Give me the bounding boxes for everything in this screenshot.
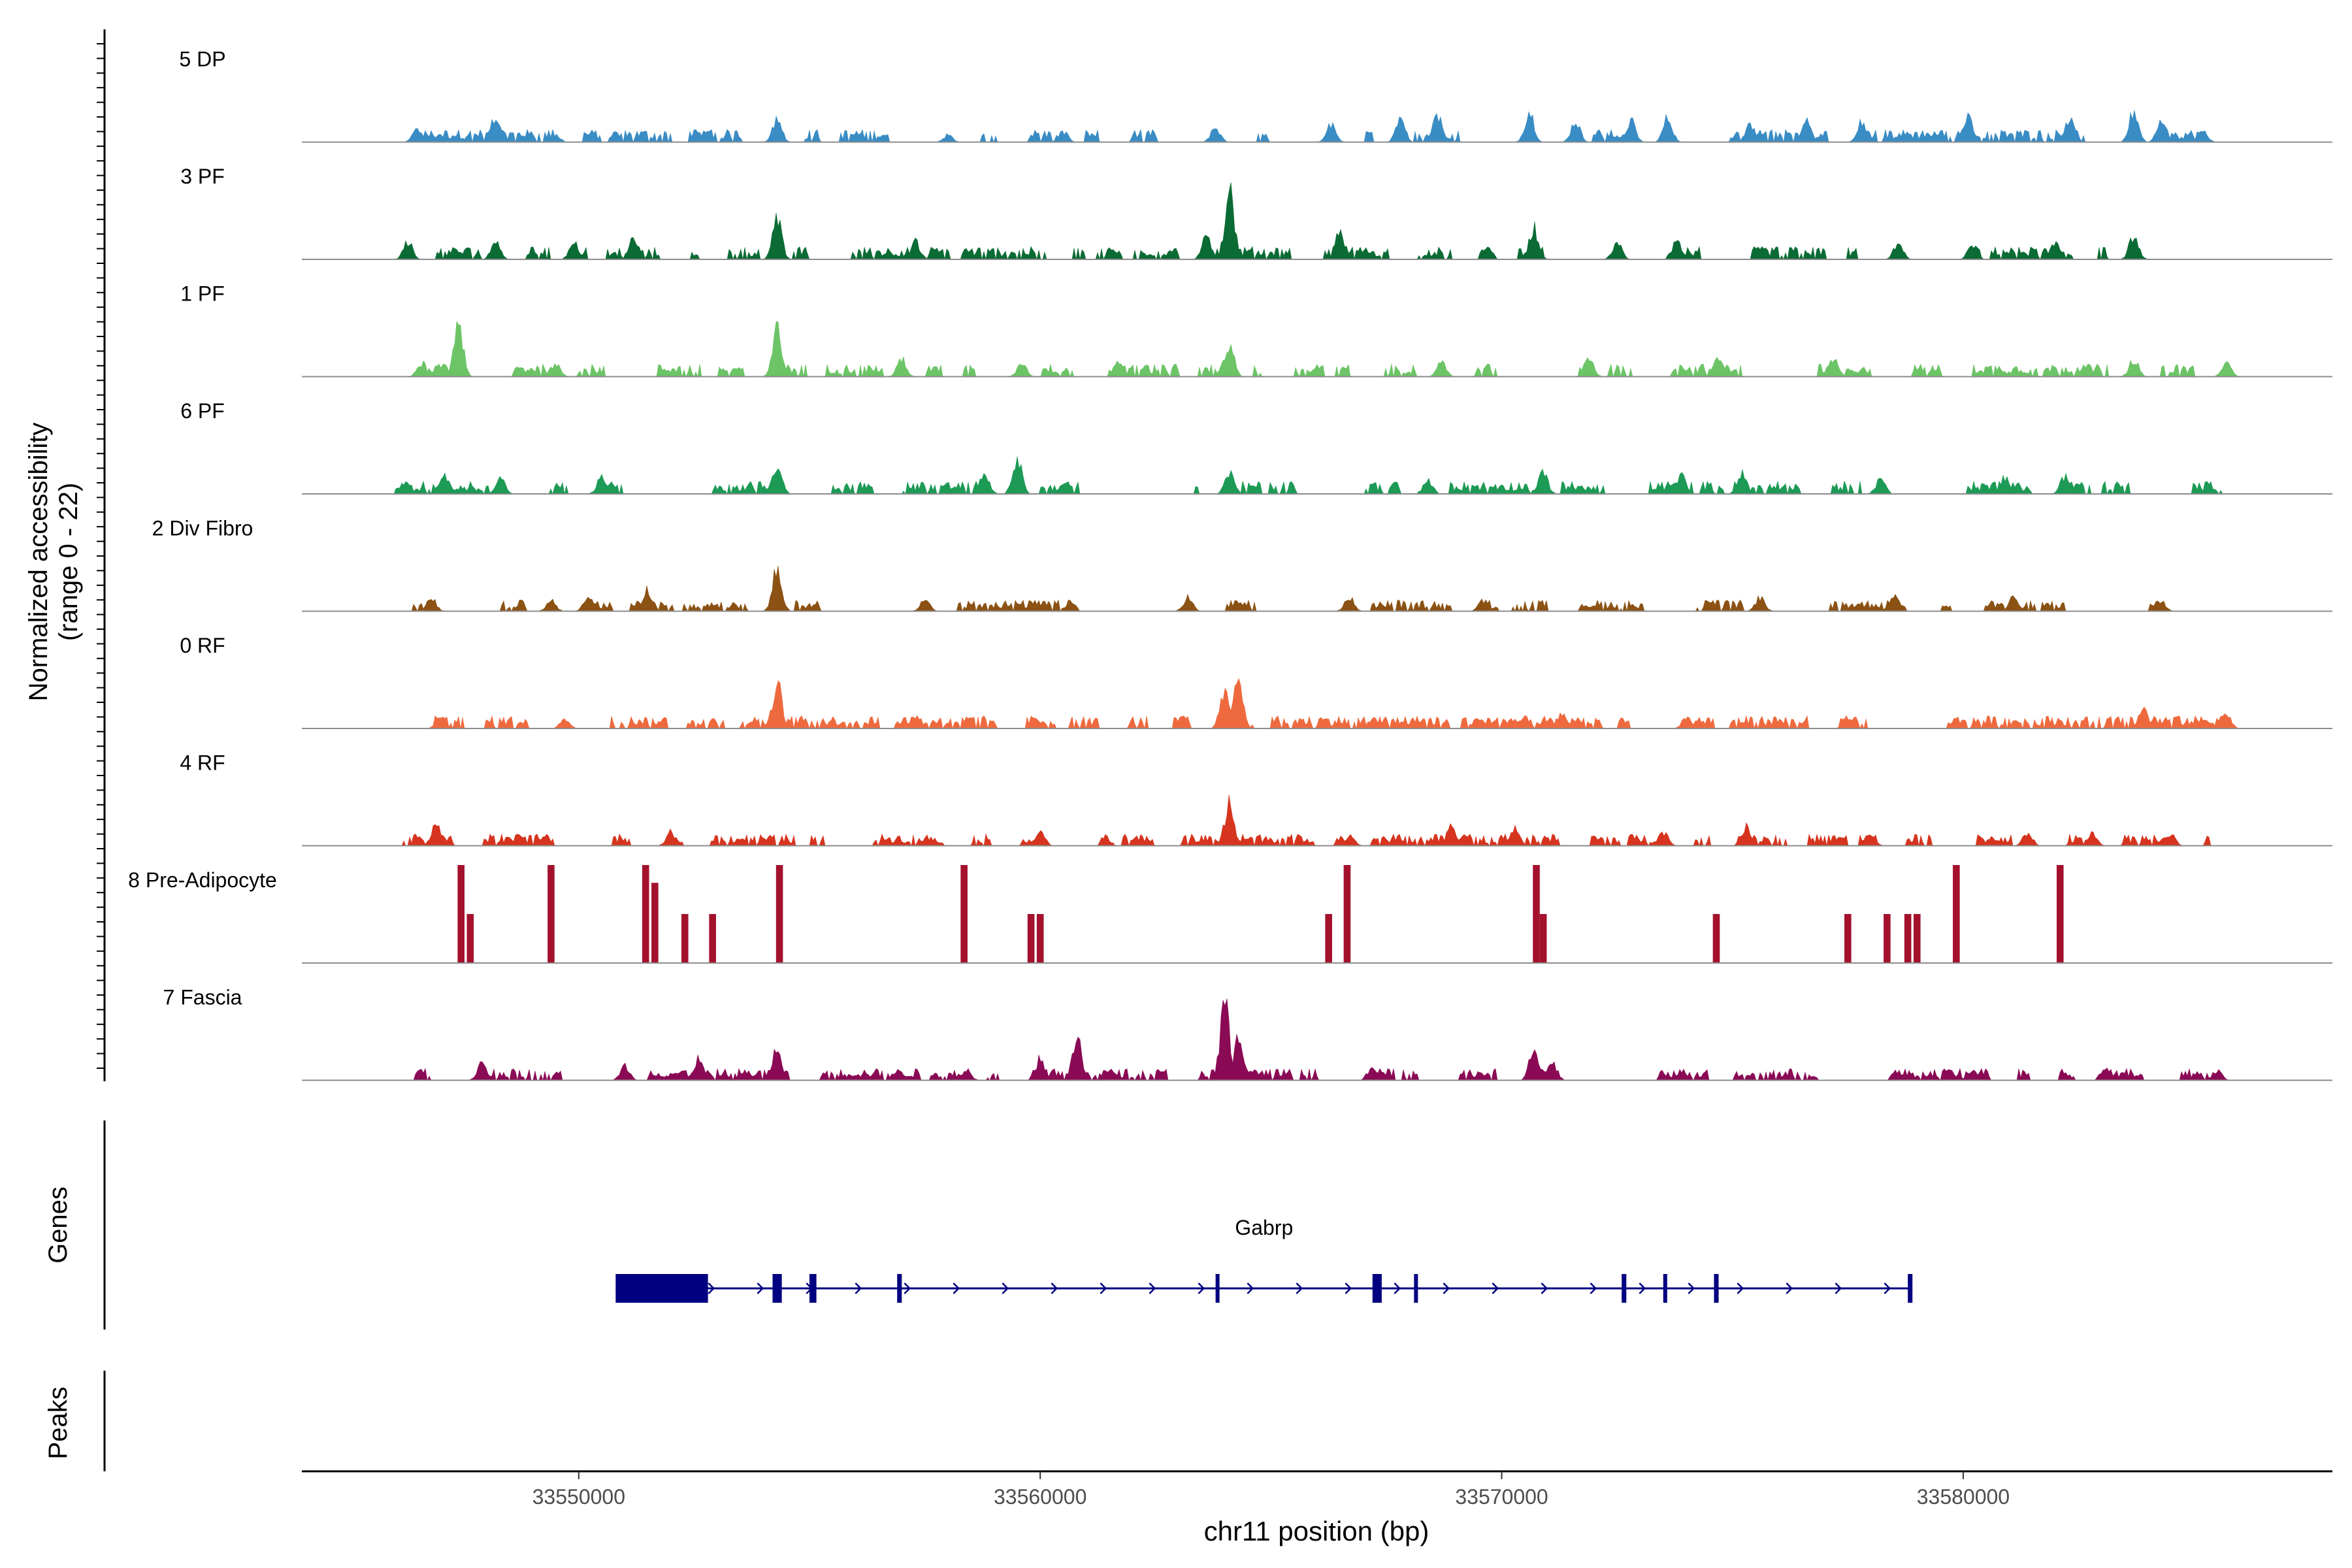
strand-chevron (1786, 1282, 1793, 1294)
gene-exon (809, 1274, 817, 1303)
track-label: 0 RF (180, 634, 225, 657)
x-tick-label: 33560000 (994, 1485, 1086, 1509)
accessibility-bar (466, 914, 474, 963)
strand-chevron (1296, 1282, 1303, 1294)
coverage-tracks: 5 DP 3 PF 1 PF 6 PF 2 Div Fibro 0 RF 4 RF 8 Pre… (128, 48, 2332, 1081)
strand-chevron (1737, 1282, 1744, 1294)
y-axis-title: Normalized accessibility (24, 423, 53, 702)
track-4-rf: 4 RF (180, 751, 2332, 847)
track-label: 6 PF (180, 399, 225, 423)
strand-chevron (1100, 1282, 1107, 1294)
genes-panel: Gabrp (103, 1120, 1913, 1330)
x-tick-label: 33550000 (532, 1485, 625, 1509)
strand-chevron (1002, 1282, 1009, 1294)
gene-exon (1622, 1274, 1627, 1303)
strand-chevron (1394, 1282, 1401, 1294)
track-label: 1 PF (180, 282, 225, 306)
strand-chevron (757, 1282, 764, 1294)
accessibility-bar (681, 914, 689, 963)
strand-chevron (1492, 1282, 1499, 1294)
peaks-panel-label: Peaks (44, 1386, 73, 1459)
strand-chevron (1247, 1282, 1254, 1294)
accessibility-bar (1343, 865, 1351, 963)
track-3-pf: 3 PF (180, 165, 2332, 261)
accessibility-bar (651, 883, 659, 963)
gene-exon (1714, 1274, 1719, 1303)
track-7-fascia: 7 Fascia (163, 986, 2332, 1081)
accessibility-bar (776, 865, 783, 963)
accessibility-bar (1027, 914, 1035, 963)
track-label: 7 Fascia (163, 986, 242, 1009)
strand-chevron (1835, 1282, 1842, 1294)
strand-chevron (1639, 1282, 1646, 1294)
x-axis-title: chr11 position (bp) (1204, 1516, 1429, 1546)
accessibility-bar (1904, 914, 1912, 963)
accessibility-area (302, 456, 2332, 495)
accessibility-bar (709, 914, 716, 963)
strand-chevron (1345, 1282, 1352, 1294)
accessibility-bar (547, 865, 555, 963)
gene-exon (1414, 1274, 1418, 1303)
track-label: 3 PF (180, 165, 225, 188)
accessibility-bar (1325, 914, 1332, 963)
gene-exon (1372, 1274, 1382, 1303)
gene-exon (1215, 1274, 1220, 1303)
x-tick-label: 33570000 (1455, 1485, 1548, 1509)
track-6-pf: 6 PF (180, 399, 2332, 495)
gene-name: Gabrp (1235, 1216, 1293, 1239)
accessibility-bar (1712, 914, 1720, 963)
gene-exon (772, 1274, 782, 1303)
gene-gabrp: Gabrp (615, 1216, 1913, 1303)
accessibility-area (302, 998, 2332, 1081)
y-axis-range-label: (range 0 - 22) (54, 483, 83, 641)
track-2-div-fibro: 2 Div Fibro (152, 517, 2332, 612)
accessibility-bar (1539, 914, 1547, 963)
track-label: 4 RF (180, 751, 225, 775)
accessibility-area (302, 321, 2332, 378)
strand-chevron (1443, 1282, 1450, 1294)
gene-exon (897, 1274, 902, 1303)
x-tick-label: 33580000 (1917, 1485, 2010, 1509)
accessibility-bar (1036, 914, 1044, 963)
accessibility-area (302, 182, 2332, 261)
accessibility-bar (1913, 914, 1921, 963)
accessibility-area (302, 565, 2332, 612)
accessibility-bar (1533, 865, 1540, 963)
strand-chevron (953, 1282, 960, 1294)
strand-chevron (855, 1282, 862, 1294)
strand-chevron (1541, 1282, 1548, 1294)
accessibility-bar (642, 865, 649, 963)
strand-chevron (1051, 1282, 1058, 1294)
strand-chevron (904, 1282, 911, 1294)
accessibility-area (302, 794, 2332, 847)
strand-chevron (708, 1282, 715, 1294)
track-0-rf: 0 RF (180, 634, 2332, 730)
accessibility-area (302, 678, 2332, 730)
gene-exon (1663, 1274, 1667, 1303)
gene-exon (1908, 1274, 1913, 1303)
strand-chevron (1688, 1282, 1695, 1294)
track-8-pre-adipocyte: 8 Pre-Adipocyte (128, 865, 2332, 964)
track-5-dp: 5 DP (179, 48, 2332, 143)
accessibility-bar (1884, 914, 1891, 963)
accessibility-bar (457, 865, 465, 963)
gene-utr-block (615, 1274, 708, 1303)
accessibility-bar (2056, 865, 2064, 963)
genes-panel-label: Genes (44, 1186, 73, 1264)
track-label: 8 Pre-Adipocyte (128, 868, 277, 892)
accessibility-bar (1844, 914, 1852, 963)
track-label: 5 DP (179, 48, 225, 71)
strand-chevron (1149, 1282, 1156, 1294)
track-label: 2 Div Fibro (152, 517, 253, 540)
position-x-axis: 33550000 33560000 33570000 33580000 (302, 1470, 2332, 1509)
accessibility-bar (960, 865, 968, 963)
accessibility-y-axis (97, 29, 106, 1081)
strand-chevron (1198, 1282, 1205, 1294)
accessibility-bar (1953, 865, 1960, 963)
strand-chevron (1884, 1282, 1891, 1294)
track-1-pf: 1 PF (180, 282, 2332, 378)
strand-chevron (1590, 1282, 1597, 1294)
accessibility-area (302, 110, 2332, 143)
